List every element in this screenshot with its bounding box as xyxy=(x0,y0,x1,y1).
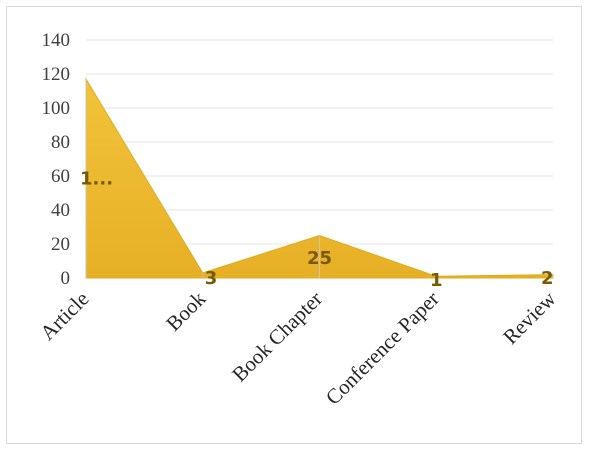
x-category-label: Conference Paper xyxy=(321,287,444,410)
x-category-label: Book xyxy=(161,286,211,336)
y-tick-label: 0 xyxy=(61,268,71,289)
data-label-book-chapter: 25 xyxy=(307,248,332,269)
data-label-review: 2 xyxy=(541,268,554,289)
x-category-label: Article xyxy=(35,287,93,345)
area-series xyxy=(85,77,554,279)
data-label-article: 1... xyxy=(80,169,113,190)
data-point-book xyxy=(202,272,204,274)
data-label-conference-paper: 1 xyxy=(430,270,443,291)
x-category-label: Review xyxy=(498,286,561,349)
y-tick-label: 40 xyxy=(51,200,70,221)
y-tick-label: 60 xyxy=(51,166,70,187)
x-category-label: Book Chapter xyxy=(227,287,327,387)
y-tick-label: 20 xyxy=(51,234,70,255)
data-point-book-chapter xyxy=(319,235,320,236)
y-tick-label: 140 xyxy=(42,30,71,51)
y-tick-label: 80 xyxy=(51,132,70,153)
y-axis-ticks: 0 20 40 60 80 100 120 140 xyxy=(42,30,71,289)
data-labels: 1... 3 25 1 2 xyxy=(80,169,554,291)
y-tick-label: 100 xyxy=(42,98,71,119)
data-point-review xyxy=(552,274,554,276)
y-tick-label: 120 xyxy=(42,64,71,85)
data-point-conference-paper xyxy=(435,275,437,277)
data-point-article xyxy=(85,78,87,80)
data-label-book: 3 xyxy=(205,268,218,289)
